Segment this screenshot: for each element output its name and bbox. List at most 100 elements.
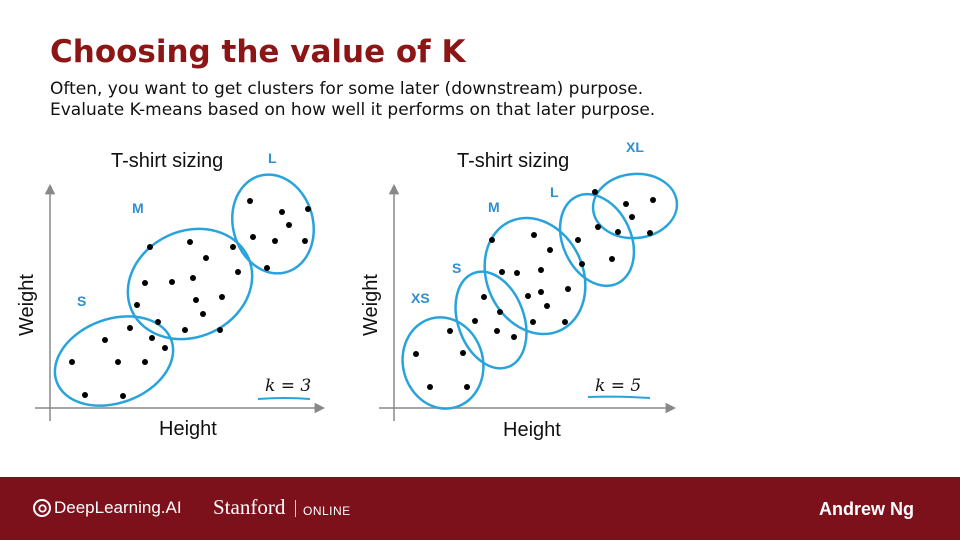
data-point <box>302 238 308 244</box>
cluster-label-l: L <box>268 150 277 166</box>
footer-bar: DeepLearning.AI Stanford ONLINE Andrew N… <box>0 477 960 540</box>
data-point <box>279 209 285 215</box>
data-point <box>120 393 126 399</box>
right-plot-title: T-shirt sizing <box>457 150 569 172</box>
data-point <box>595 224 601 230</box>
data-point <box>230 244 236 250</box>
right-y-axis-label: Weight <box>360 274 382 336</box>
data-point <box>235 269 241 275</box>
cluster-outline-s <box>454 270 528 370</box>
data-point <box>82 392 88 398</box>
data-point <box>494 328 500 334</box>
data-point <box>187 239 193 245</box>
deeplearning-brand: DeepLearning.AI <box>54 498 182 517</box>
cluster-outline-l <box>231 173 315 275</box>
data-point <box>286 222 292 228</box>
data-point <box>193 297 199 303</box>
data-point <box>134 302 140 308</box>
data-point <box>102 337 108 343</box>
data-point <box>575 237 581 243</box>
cluster-label-s: S <box>77 293 86 309</box>
data-point <box>200 311 206 317</box>
cluster-outline-xs <box>401 316 485 410</box>
data-point <box>272 238 278 244</box>
data-point <box>182 327 188 333</box>
data-point <box>460 350 466 356</box>
data-point <box>203 255 209 261</box>
right-data-points <box>413 189 656 390</box>
left-k-label: k = 3 <box>265 376 311 396</box>
data-point <box>142 359 148 365</box>
data-point <box>647 230 653 236</box>
data-point <box>162 345 168 351</box>
data-point <box>609 256 615 262</box>
data-point <box>147 244 153 250</box>
cluster-outline-xl <box>591 172 679 240</box>
right-k-label: k = 5 <box>595 376 641 396</box>
left-k-underline <box>257 397 311 400</box>
data-point <box>247 198 253 204</box>
left-plot: T-shirt sizing Height Weight S M L <box>16 150 326 440</box>
cluster-outline-m <box>483 216 587 336</box>
data-point <box>629 214 635 220</box>
data-point <box>514 270 520 276</box>
data-point <box>531 232 537 238</box>
footer-divider <box>295 500 296 517</box>
data-point <box>264 265 270 271</box>
data-point <box>69 359 75 365</box>
tshirt-sizing-diagram: T-shirt sizing Height Weight S M L <box>16 139 679 441</box>
left-data-points <box>69 198 311 399</box>
data-point <box>592 189 598 195</box>
data-point <box>127 325 133 331</box>
data-point <box>547 247 553 253</box>
stanford-wordmark: Stanford <box>213 495 286 519</box>
data-point <box>217 327 223 333</box>
data-point <box>538 267 544 273</box>
data-point <box>530 319 536 325</box>
cluster-label-l: L <box>550 184 559 200</box>
data-point <box>142 280 148 286</box>
cluster-label-s: S <box>452 260 461 276</box>
data-point <box>447 328 453 334</box>
data-point <box>562 319 568 325</box>
data-point <box>511 334 517 340</box>
left-x-axis-label: Height <box>159 418 217 440</box>
cluster-label-xs: XS <box>411 290 430 306</box>
online-label: ONLINE <box>303 504 351 518</box>
data-point <box>472 318 478 324</box>
data-point <box>427 384 433 390</box>
data-point <box>489 237 495 243</box>
data-point <box>650 197 656 203</box>
cluster-label-m: M <box>132 200 144 216</box>
left-y-axis-label: Weight <box>16 274 38 336</box>
cluster-label-m: M <box>488 199 500 215</box>
deeplearning-logo: DeepLearning.AI <box>33 498 182 518</box>
data-point <box>155 319 161 325</box>
data-point <box>623 201 629 207</box>
data-point <box>169 279 175 285</box>
data-point <box>499 269 505 275</box>
cluster-outline-m <box>126 227 254 341</box>
data-point <box>250 234 256 240</box>
data-point <box>525 293 531 299</box>
data-point <box>544 303 550 309</box>
data-point <box>115 359 121 365</box>
cluster-outline-s <box>53 315 175 407</box>
right-k-underline <box>587 395 651 399</box>
data-point <box>615 229 621 235</box>
data-point <box>219 294 225 300</box>
data-point <box>305 206 311 212</box>
data-point <box>413 351 419 357</box>
subtitle-line-2: Evaluate K-means based on how well it pe… <box>50 100 656 120</box>
data-point <box>190 275 196 281</box>
data-point <box>149 335 155 341</box>
cluster-outline-l <box>558 192 636 288</box>
data-point <box>481 294 487 300</box>
cluster-label-xl: XL <box>626 139 644 155</box>
data-point <box>565 286 571 292</box>
slide-title: Choosing the value of K <box>50 34 466 70</box>
data-point <box>538 289 544 295</box>
author-name: Andrew Ng <box>819 499 915 519</box>
data-point <box>497 309 503 315</box>
left-plot-title: T-shirt sizing <box>111 150 223 172</box>
